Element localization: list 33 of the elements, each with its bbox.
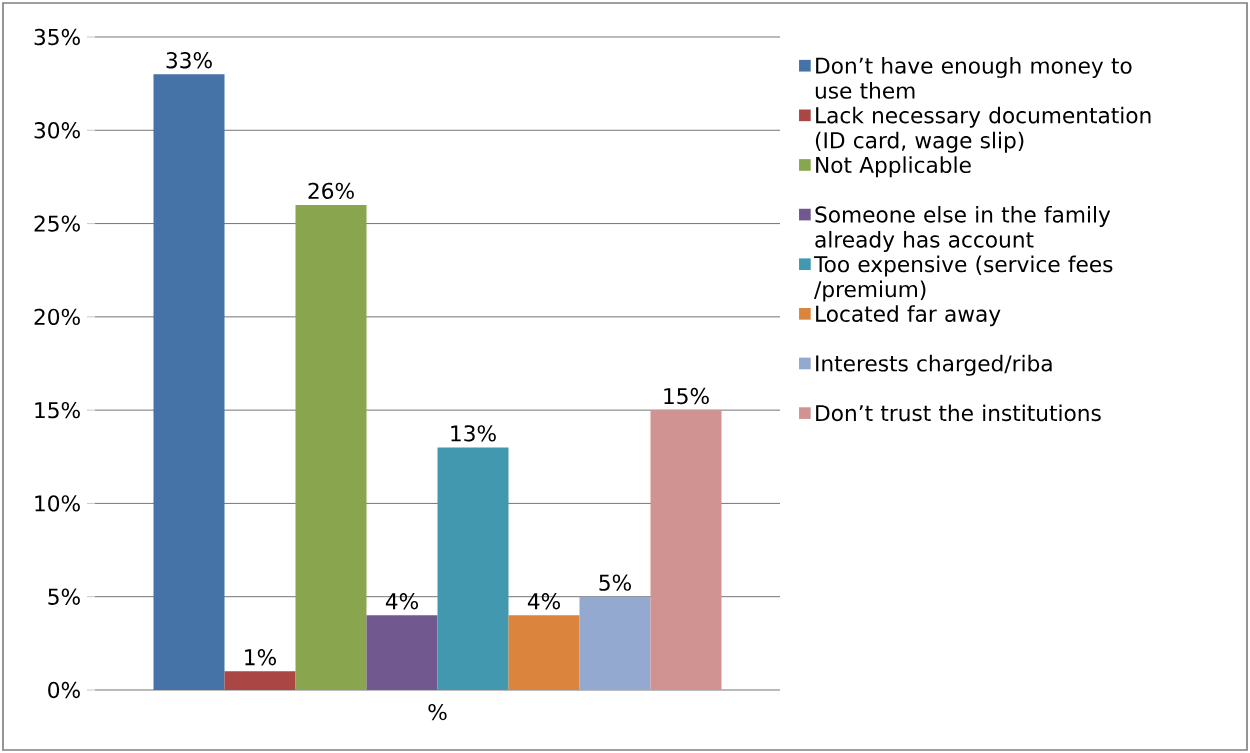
bar [366,615,438,690]
y-tick-label: 35% [34,28,80,46]
y-tick-label: 15% [35,401,80,419]
bar [579,596,651,690]
legend-label: Don’t have enough money to use them [815,57,1132,99]
bar [224,671,296,690]
bar [437,447,509,690]
data-label: 33% [166,52,212,69]
x-tick-label: % [428,703,447,721]
data-label: 1% [245,649,276,666]
y-tick-label: 0% [48,681,80,699]
y-tick-label: 10% [35,495,80,512]
data-label: 26% [308,182,354,200]
data-label: 4% [385,593,418,610]
legend-label: Lack necessary documentation (ID card, wage slip) [815,106,1151,153]
data-label: 15% [664,387,709,405]
legend-label: Not Applicable [816,156,971,178]
y-tick-label: 20% [34,308,80,326]
legend-label: Don’t trust the institutions [816,404,1101,422]
legend-label: Someone else in the family already has account [815,205,1111,252]
bar [295,204,367,690]
bar [153,74,225,690]
bar [508,615,580,690]
legend-label: Located far away [816,305,1001,327]
y-tick-label: 30% [34,122,80,139]
bar [650,410,722,690]
legend-label: Interests charged/riba [816,354,1052,376]
data-label: 5% [599,574,631,591]
y-tick-label: 25% [34,215,80,232]
legend-label: Too expensive (service fees /premium) [813,255,1113,302]
y-tick-label: 5% [48,588,80,605]
data-label: 4% [527,593,560,610]
data-label: 13% [451,425,496,442]
